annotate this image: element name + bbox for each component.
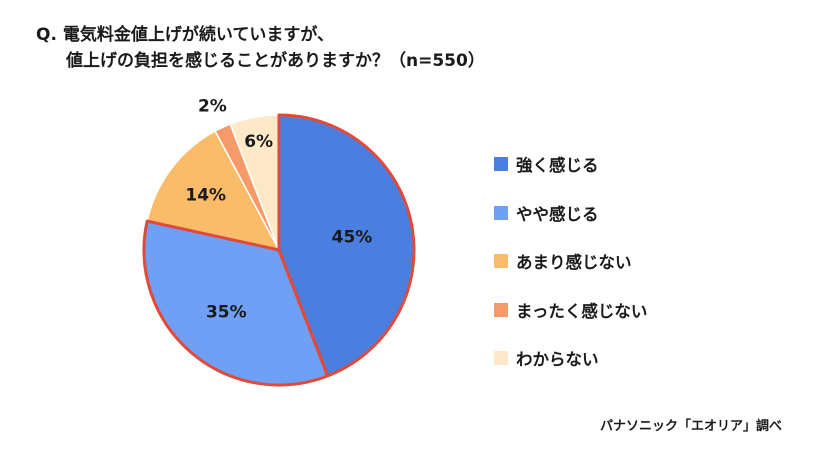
legend-label: まったく感じない [516,301,648,321]
legend-swatch [494,254,508,269]
legend-item-4: まったく感じない [494,286,647,335]
legend-item-5: わからない [494,334,647,383]
pie-slice-3 [146,130,281,252]
highlight-outlines [142,113,416,387]
slice-label-1: 45% [332,227,373,247]
slice-label-5: 6% [244,132,273,152]
highlight-outline-1 [277,113,416,378]
title-line-2: 値上げの負担を感じることがありますか？（n=550） [66,51,485,71]
highlight-outline-2 [142,219,330,387]
legend-label: やや感じる [516,204,599,224]
title-line-1: Q. 電気料金値上げが続いていますが、 [36,25,334,45]
slice-label-4: 2% [198,96,227,116]
legend-label: わからない [516,350,599,370]
legend-swatch [494,351,508,366]
legend: 強く感じるやや感じるあまり感じない まったく感じない わからない [494,140,647,383]
legend-item-2: やや感じる [494,189,647,238]
legend-label: 強く感じる [516,156,599,176]
slice-label-2: 35% [206,303,247,323]
legend-item-1: 強く感じる [494,140,647,189]
legend-swatch [494,157,508,172]
legend-swatch [494,205,508,220]
slice-labels: 45% 35% 14% 2% 6% [185,96,372,322]
chart-title: Q. 電気料金値上げが続いていますが、 値上げの負担を感じることがありますか？（… [36,22,485,74]
legend-item-3: あまり感じない [494,237,647,286]
legend-label: あまり感じない [516,253,632,273]
source-note: パナソニック「エオリア」調べ [599,419,782,434]
legend-swatch [494,302,508,317]
slice-label-3: 14% [185,186,226,206]
